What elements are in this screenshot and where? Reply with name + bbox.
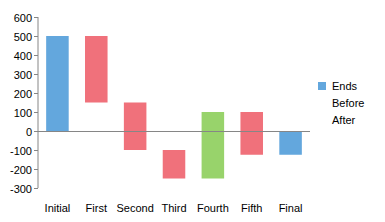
y-tick [34,169,38,170]
y-tick-label: 0 [26,126,32,138]
y-axis [38,17,39,188]
change-bar [163,150,186,179]
y-tick-label: 600 [14,12,32,24]
y-tick-label: -300 [10,183,32,195]
x-tick-label: Third [161,202,186,214]
x-tick-label: First [86,202,107,214]
y-tick [34,150,38,151]
y-tick-label: -100 [10,145,32,157]
legend-label: Ends [332,80,358,92]
y-tick [34,17,38,18]
x-tick-label: Fourth [197,202,229,214]
x-tick-label: Final [279,202,303,214]
y-tick-label: 200 [14,88,32,100]
y-tick [34,188,38,189]
x-tick-label: Fifth [241,202,262,214]
change-bar [124,103,147,151]
y-tick-label: 300 [14,69,32,81]
change-bar [202,112,225,179]
x-tick-label: Initial [45,202,71,214]
chart: -300 -200 -100 0 100 200 300 400 500 600 Initial Fi… [0,0,385,222]
y-tick [34,36,38,37]
y-tick [34,55,38,56]
y-tick-label: 100 [14,107,32,119]
y-tick [34,112,38,113]
y-tick-label: 400 [14,50,32,62]
legend-label: After [332,114,356,126]
legend-swatch [318,82,326,90]
change-bar [240,112,263,155]
x-tick-label: Second [116,202,153,214]
legend-label: Before [332,97,364,109]
y-tick-label: -200 [10,164,32,176]
marks [46,36,302,179]
y-tick [34,93,38,94]
y-tick-label: 500 [14,31,32,43]
y-tick [34,74,38,75]
end-bar [46,36,69,131]
change-bar [85,36,108,103]
y-tick [34,131,38,132]
end-bar [279,131,302,155]
x-axis [38,131,310,132]
